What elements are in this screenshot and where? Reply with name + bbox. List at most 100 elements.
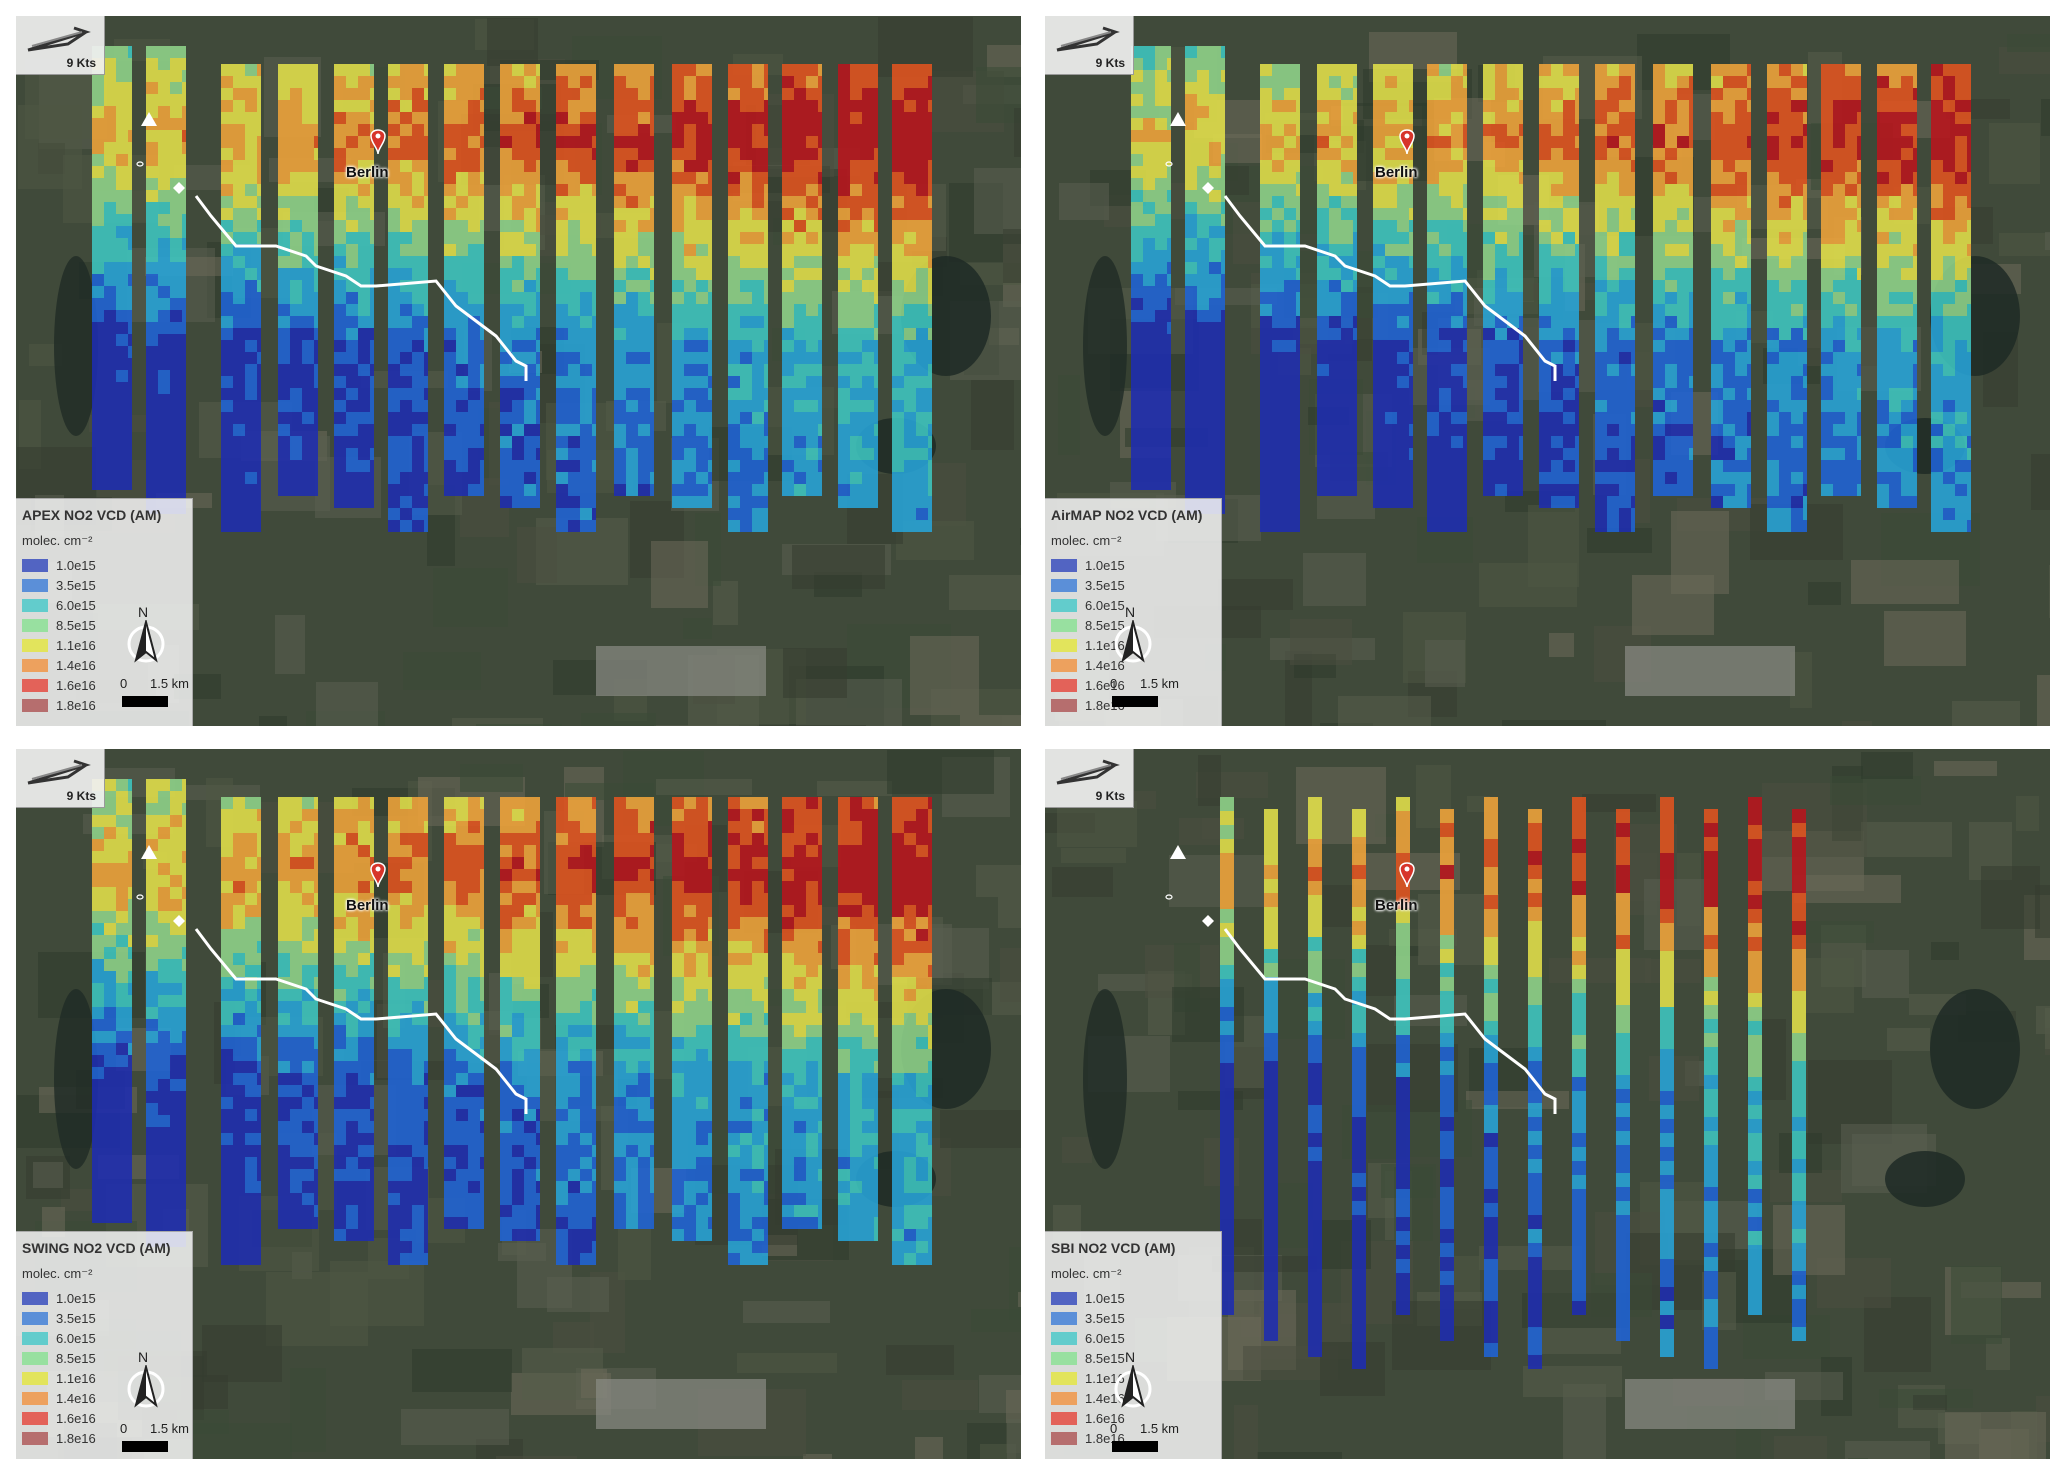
no2-cell (1857, 412, 1861, 424)
no2-cell (233, 797, 245, 809)
no2-cell (1779, 268, 1791, 280)
no2-cell (116, 130, 128, 142)
no2-cell (1857, 388, 1861, 400)
no2-cell (92, 947, 104, 959)
no2-cell (170, 995, 182, 1007)
no2-cell (752, 220, 764, 232)
no2-cell (1607, 124, 1619, 136)
no2-cell (1821, 100, 1833, 112)
no2-cell (1284, 448, 1296, 460)
no2-cell (874, 112, 878, 124)
no2-cell (1631, 184, 1635, 196)
no2-cell (1913, 88, 1917, 100)
no2-cell (1711, 148, 1723, 160)
no2-cell (1631, 292, 1635, 304)
no2-cell (672, 316, 684, 328)
no2-cell (916, 124, 928, 136)
no2-cell (158, 154, 170, 166)
no2-cell (892, 316, 904, 328)
no2-cell (1711, 100, 1723, 112)
no2-cell (1209, 382, 1221, 394)
no2-cell (480, 232, 484, 244)
no2-cell (480, 184, 484, 196)
no2-cell (592, 148, 596, 160)
no2-cell (1901, 436, 1913, 448)
no2-cell (524, 112, 536, 124)
no2-cell (1507, 460, 1519, 472)
no2-cell (1607, 508, 1619, 520)
no2-cell (556, 388, 568, 400)
no2-cell (1495, 148, 1507, 160)
no2-cell (1551, 256, 1563, 268)
no2-cell (104, 959, 116, 971)
no2-cell (290, 304, 302, 316)
no2-cell (1767, 508, 1779, 520)
no2-cell (1913, 232, 1917, 244)
no2-cell (302, 280, 314, 292)
no2-cell (512, 136, 524, 148)
no2-cell (752, 112, 764, 124)
no2-cell (116, 887, 128, 899)
no2-cell (1653, 172, 1665, 184)
no2-cell (838, 412, 850, 424)
no2-cell (400, 520, 412, 532)
no2-cell (838, 316, 850, 328)
no2-cell (580, 424, 592, 436)
no2-cell (1551, 88, 1563, 100)
no2-cell (892, 172, 904, 184)
no2-cell (444, 352, 456, 364)
no2-cell (358, 400, 370, 412)
no2-cell (480, 88, 484, 100)
no2-cell (1677, 100, 1689, 112)
no2-cell (764, 436, 768, 448)
no2-cell (170, 1211, 182, 1223)
no2-cell (358, 292, 370, 304)
no2-cell (1803, 220, 1807, 232)
no2-cell (221, 76, 233, 88)
no2-cell (388, 496, 400, 508)
no2-cell (1877, 496, 1889, 508)
no2-cell (92, 1079, 104, 1091)
no2-cell (1131, 82, 1143, 94)
no2-cell (1955, 148, 1967, 160)
no2-cell (1507, 472, 1519, 484)
no2-cell (1373, 328, 1385, 340)
no2-cell (1284, 352, 1296, 364)
no2-cell (1845, 352, 1857, 364)
no2-cell (1711, 304, 1723, 316)
no2-cell (1791, 136, 1803, 148)
no2-cell (1341, 364, 1353, 376)
no2-cell (221, 136, 233, 148)
no2-cell (1943, 448, 1955, 460)
no2-cell (400, 76, 412, 88)
no2-cell (1427, 424, 1439, 436)
no2-cell (1563, 76, 1575, 88)
no2-cell (580, 364, 592, 376)
no2-cell (480, 400, 484, 412)
no2-cell (838, 268, 850, 280)
no2-cell (568, 172, 580, 184)
no2-cell (104, 322, 116, 334)
no2-cell (480, 64, 484, 76)
no2-cell (1955, 76, 1967, 88)
no2-cell (158, 1175, 170, 1187)
no2-cell (1551, 196, 1563, 208)
no2-cell (592, 124, 596, 136)
no2-cell (221, 352, 233, 364)
no2-cell (1209, 142, 1221, 154)
no2-cell (1821, 148, 1833, 160)
no2-cell (388, 112, 400, 124)
no2-cell (314, 76, 318, 88)
no2-cell (358, 448, 370, 460)
no2-cell (1551, 388, 1563, 400)
no2-cell (916, 136, 928, 148)
no2-cell (782, 148, 794, 160)
no2-cell (1539, 388, 1551, 400)
no2-cell (334, 304, 346, 316)
no2-cell (1539, 268, 1551, 280)
no2-cell (182, 130, 186, 142)
no2-cell (1857, 100, 1861, 112)
no2-cell (708, 232, 712, 244)
no2-cell (672, 472, 684, 484)
no2-cell (1373, 424, 1385, 436)
